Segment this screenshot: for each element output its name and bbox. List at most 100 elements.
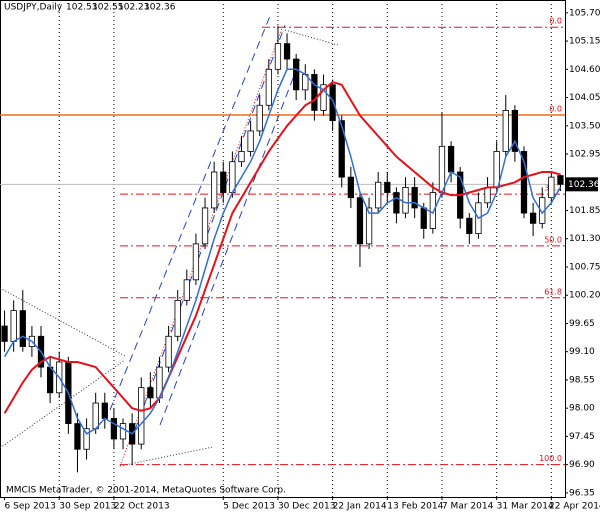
candle-body <box>520 151 528 214</box>
candle-body <box>466 217 473 235</box>
y-tick-label: 97.45 <box>569 432 595 442</box>
candle-body <box>447 145 455 173</box>
candle-body <box>92 402 99 430</box>
triangle-line <box>119 446 214 467</box>
candle-body <box>201 207 209 245</box>
candle-body <box>293 58 300 91</box>
candle-body <box>220 171 227 193</box>
fib-label: 61.8 <box>544 287 562 296</box>
y-tick-label: 98.55 <box>569 375 595 385</box>
candle-body <box>165 335 172 368</box>
candle-body <box>183 279 190 301</box>
channel-line <box>109 15 271 411</box>
x-tick-label: 22 Jan 2014 <box>333 502 387 512</box>
candle-body <box>402 187 409 214</box>
candle-body <box>311 74 318 111</box>
y-tick-label: 100.20 <box>569 291 600 301</box>
candle-body <box>411 187 418 209</box>
candle-body <box>265 68 272 106</box>
candle-body <box>247 130 254 152</box>
candle-body <box>420 207 427 229</box>
triangle-line <box>284 29 339 46</box>
candle-body <box>147 387 154 399</box>
candle-body <box>211 171 218 209</box>
y-tick-label: 101.30 <box>569 234 600 244</box>
moving-average <box>3 68 562 435</box>
drawing-objects <box>0 15 339 467</box>
candle-body <box>493 151 500 188</box>
fib-label: 50.0 <box>544 235 562 244</box>
candle-body <box>338 120 345 178</box>
candle-body <box>46 366 54 394</box>
plot-frame <box>0 0 566 498</box>
y-tick-label: 103.50 <box>569 121 600 131</box>
candle-body <box>356 197 364 245</box>
candle-body <box>192 243 200 281</box>
candle-body <box>393 192 400 214</box>
candle-body <box>19 310 26 347</box>
y-tick-label: 104.60 <box>569 65 600 75</box>
x-tick-label: 7 Mar 2014 <box>442 502 494 512</box>
channel-line <box>159 59 301 426</box>
y-tick-label: 104.05 <box>569 93 600 103</box>
candle-body <box>110 418 118 440</box>
candle-body <box>1 325 8 342</box>
candle-body <box>365 207 373 245</box>
x-tick-label: 30 Sep 2013 <box>59 502 116 512</box>
y-tick-label: 100.75 <box>569 262 600 272</box>
last-price-label: 102.36 <box>568 180 600 190</box>
hline-label: 0.0 <box>549 105 562 114</box>
candle-body <box>283 43 291 60</box>
candle-body <box>511 109 519 152</box>
fib-label: 0.0 <box>549 17 562 26</box>
y-tick-label: 101.85 <box>569 206 600 216</box>
y-tick-label: 99.10 <box>569 347 595 357</box>
channel-line <box>134 24 286 431</box>
x-tick-label: 13 Feb 2014 <box>387 502 443 512</box>
y-tick-label: 105.70 <box>569 8 600 18</box>
candle-body <box>74 423 81 450</box>
candle-body <box>256 104 263 132</box>
x-tick-label: 22 Oct 2013 <box>114 502 170 512</box>
candle-body <box>83 428 90 450</box>
y-tick-label: 98.00 <box>569 404 595 414</box>
x-tick-label: 31 Mar 2014 <box>497 502 554 512</box>
header-value: 102.53 <box>66 3 98 13</box>
candle-body <box>502 109 509 152</box>
x-tick-label: 30 Dec 2013 <box>278 502 336 512</box>
moving-average <box>3 80 561 414</box>
x-tick-label: 22 Apr 2014 <box>549 502 600 512</box>
y-tick-label: 105.15 <box>569 37 600 47</box>
candle-body <box>119 423 127 440</box>
candle-body <box>10 310 17 342</box>
candle-body <box>174 299 181 337</box>
candle-body <box>375 181 382 209</box>
y-tick-label: 96.90 <box>569 460 595 470</box>
candle-body <box>557 175 564 185</box>
y-tick-label: 102.95 <box>569 150 600 160</box>
candle-body <box>238 151 245 163</box>
x-tick-label: 6 Sep 2013 <box>5 502 56 512</box>
candle-body <box>274 43 282 70</box>
header-value: 102.36 <box>144 3 176 13</box>
candle-body <box>438 145 446 193</box>
candle-body <box>484 187 491 204</box>
y-tick-label: 99.65 <box>569 319 595 329</box>
candle-body <box>384 181 391 193</box>
candle-body <box>101 402 108 419</box>
fib-label: 100.0 <box>539 454 562 463</box>
candle-body <box>429 192 436 229</box>
last-price-box <box>565 177 598 192</box>
candle-body <box>329 84 336 122</box>
candle-body <box>347 176 354 199</box>
candle-body <box>529 212 537 224</box>
candle-body <box>548 176 555 199</box>
chart-title: USDJPY,Daily <box>4 3 63 13</box>
footer: MMCIS MetaTrader, © 2001-2014, MetaQuote… <box>6 486 286 496</box>
candle-body <box>320 84 327 111</box>
header-value: 102.55 <box>92 3 124 13</box>
y-tick-label: 96.35 <box>569 488 595 498</box>
header-value: 102.23 <box>118 3 150 13</box>
